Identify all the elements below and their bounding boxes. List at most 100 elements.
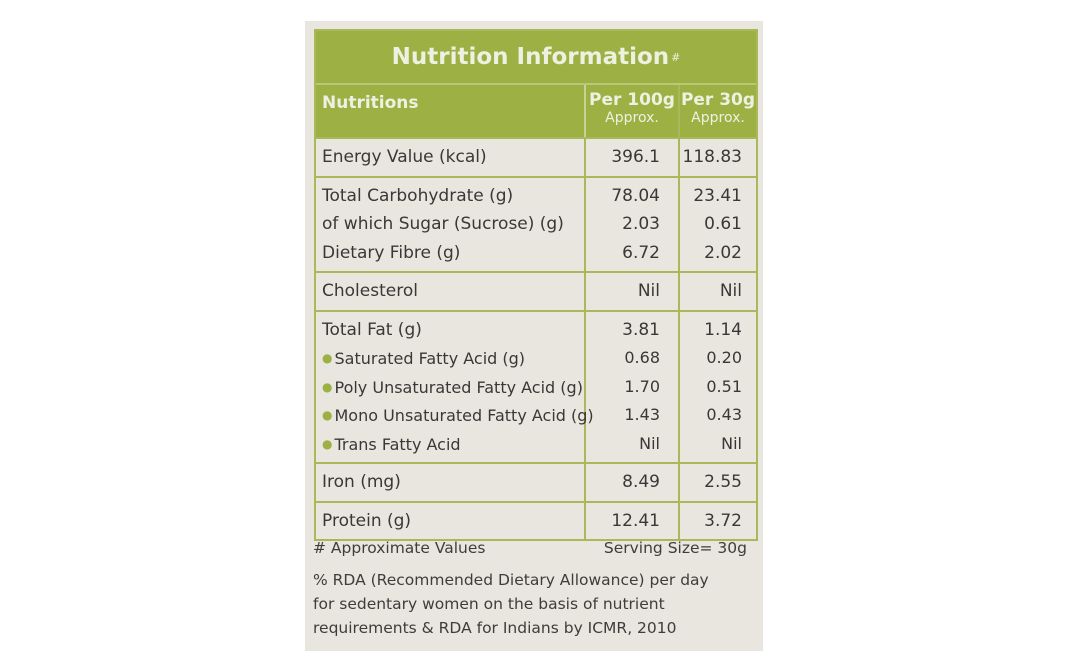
nutrient-label: Cholesterol <box>322 281 418 301</box>
header-nutritions: Nutritions <box>316 85 586 137</box>
per30-cell: 2.55 <box>680 464 756 501</box>
nutrient-value: 1.43 <box>586 401 660 430</box>
nutrient-name: ● Saturated Fatty Acid (g) <box>322 344 584 373</box>
per100-cell: 3.81 0.68 1.70 1.43 Nil <box>586 311 680 462</box>
nutrient-value: 6.72 <box>586 239 660 268</box>
nutrient-value: 23.41 <box>680 182 742 211</box>
table-row-group: Cholesterol Nil Nil <box>316 273 756 312</box>
nutrient-name: Energy Value (kcal) <box>322 143 584 172</box>
nutrient-label: Total Carbohydrate (g) <box>322 185 514 206</box>
nutrient-name: Cholesterol <box>322 277 584 306</box>
nutrient-cell: Total Carbohydrate (g) of which Sugar (Su… <box>316 177 586 271</box>
per30-cell: 1.14 0.20 0.51 0.43 Nil <box>680 312 756 463</box>
nutrient-name: ● Mono Unsaturated Fatty Acid (g) <box>322 401 594 430</box>
value-text: 396.1 <box>611 147 660 167</box>
nutrient-label: Trans Fatty Acid <box>334 434 461 454</box>
nutrient-name: Total Carbohydrate (g) <box>322 182 584 211</box>
value-text: 23.41 <box>693 185 742 206</box>
nutrient-name: ● Poly Unsaturated Fatty Acid (g) <box>322 373 584 402</box>
nutrient-label: Protein (g) <box>322 510 412 531</box>
per100-cell: Nil <box>586 273 680 310</box>
value-text: 2.55 <box>704 472 742 492</box>
value-text: 0.68 <box>624 348 660 367</box>
nutrient-value: 1.70 <box>586 373 660 402</box>
value-text: 1.43 <box>624 405 660 424</box>
nutrient-value: 12.41 <box>586 507 660 536</box>
nutrient-name: ● Trans Fatty Acid <box>322 430 584 459</box>
nutrient-name: Dietary Fibre (g) <box>322 239 584 268</box>
per100-cell: 8.49 <box>586 464 680 501</box>
nutrient-cell: Total Fat (g) ● Saturated Fatty Acid (g) ● P… <box>316 311 594 462</box>
value-text: 6.72 <box>622 242 660 263</box>
table-row-group: Energy Value (kcal) 396.1 118.83 <box>316 139 756 178</box>
per30-cell: 118.83 <box>680 139 756 176</box>
nutrient-value: Nil <box>586 430 660 459</box>
value-text: 2.02 <box>704 242 742 263</box>
value-text: Nil <box>639 433 660 453</box>
nutrition-table: Nutrition Information # Nutritions Per 10… <box>314 29 758 541</box>
table-row-group: Total Fat (g) ● Saturated Fatty Acid (g) ● P… <box>316 311 756 464</box>
serving-size: Serving Size= 30g <box>603 539 747 557</box>
per100-label: Per 100g <box>589 90 675 110</box>
nutrient-name: Total Fat (g) <box>322 316 584 345</box>
nutrient-label: Iron (mg) <box>322 472 401 492</box>
value-text: 1.70 <box>624 376 660 396</box>
nutrient-value: Nil <box>586 277 660 306</box>
value-text: 8.49 <box>622 472 660 492</box>
title-text: Nutrition Information <box>391 44 670 70</box>
nutrient-value: 396.1 <box>586 143 660 172</box>
per100-cell: 12.41 <box>586 502 680 539</box>
bullet-icon: ● <box>322 351 333 365</box>
nutrient-cell: Cholesterol <box>316 273 586 310</box>
nutrient-value: 0.43 <box>680 401 742 430</box>
nutrient-value: 3.81 <box>586 316 660 345</box>
value-text: 0.20 <box>706 348 742 367</box>
rda-line: requirements & RDA for Indians by ICMR, … <box>313 619 677 637</box>
per30-label: Per 30g <box>680 90 756 110</box>
value-text: 3.81 <box>622 319 660 340</box>
bullet-icon: ● <box>322 379 333 394</box>
per30-sub: Approx. <box>691 110 745 126</box>
bullet-icon: ● <box>322 436 333 451</box>
nutrient-value: 2.03 <box>586 210 660 239</box>
nutrient-label: Poly Unsaturated Fatty Acid (g) <box>334 377 583 397</box>
per30-cell: Nil <box>680 273 756 310</box>
rda-line: for sedentary women on the basis of nutr… <box>313 595 665 613</box>
nutrient-value: 78.04 <box>586 182 660 211</box>
value-text: Nil <box>721 433 742 453</box>
nutrient-value: 8.49 <box>586 468 660 497</box>
table-row-group: Iron (mg) 8.49 2.55 <box>316 464 756 503</box>
per100-cell: 78.04 2.03 6.72 <box>586 177 680 271</box>
nutrient-label: of which Sugar (Sucrose) (g) <box>322 214 564 234</box>
per30-cell: 3.72 <box>680 503 756 540</box>
value-text: 0.61 <box>704 214 742 234</box>
header-row: Nutritions Per 100g Approx. Per 30g Approx… <box>316 85 756 139</box>
nutrient-value: 0.61 <box>680 210 742 239</box>
value-text: 0.43 <box>706 405 742 424</box>
nutrient-label: Saturated Fatty Acid (g) <box>334 349 526 368</box>
value-text: 0.51 <box>706 376 742 396</box>
value-text: Nil <box>637 281 660 301</box>
per100-cell: 396.1 <box>586 139 680 176</box>
value-text: 12.41 <box>611 510 660 531</box>
bullet-icon: ● <box>322 408 333 422</box>
nutrient-value: Nil <box>680 430 742 459</box>
nutrient-cell: Energy Value (kcal) <box>316 139 586 176</box>
nutrient-name: Iron (mg) <box>322 468 584 497</box>
value-text: 1.14 <box>704 319 742 340</box>
nutrient-value: 2.02 <box>680 239 742 268</box>
nutrient-label: Mono Unsaturated Fatty Acid (g) <box>334 406 594 425</box>
table-body: Energy Value (kcal) 396.1 118.83 Total Carb… <box>316 139 756 539</box>
nutrient-name: of which Sugar (Sucrose) (g) <box>322 210 584 239</box>
nutrient-value: 2.55 <box>680 468 742 497</box>
value-text: 3.72 <box>704 510 742 531</box>
nutrition-label: Nutrition Information # Nutritions Per 10… <box>305 21 763 651</box>
nutrient-value: Nil <box>680 277 742 306</box>
title-mark: # <box>671 50 681 64</box>
per100-sub: Approx. <box>605 110 659 126</box>
per30-cell: 23.41 0.61 2.02 <box>680 178 756 272</box>
nutrient-name: Protein (g) <box>322 507 584 536</box>
nutrient-value: 1.14 <box>680 316 742 345</box>
nutrient-value: 0.20 <box>680 344 742 373</box>
approx-note: # Approximate Values <box>313 539 486 557</box>
